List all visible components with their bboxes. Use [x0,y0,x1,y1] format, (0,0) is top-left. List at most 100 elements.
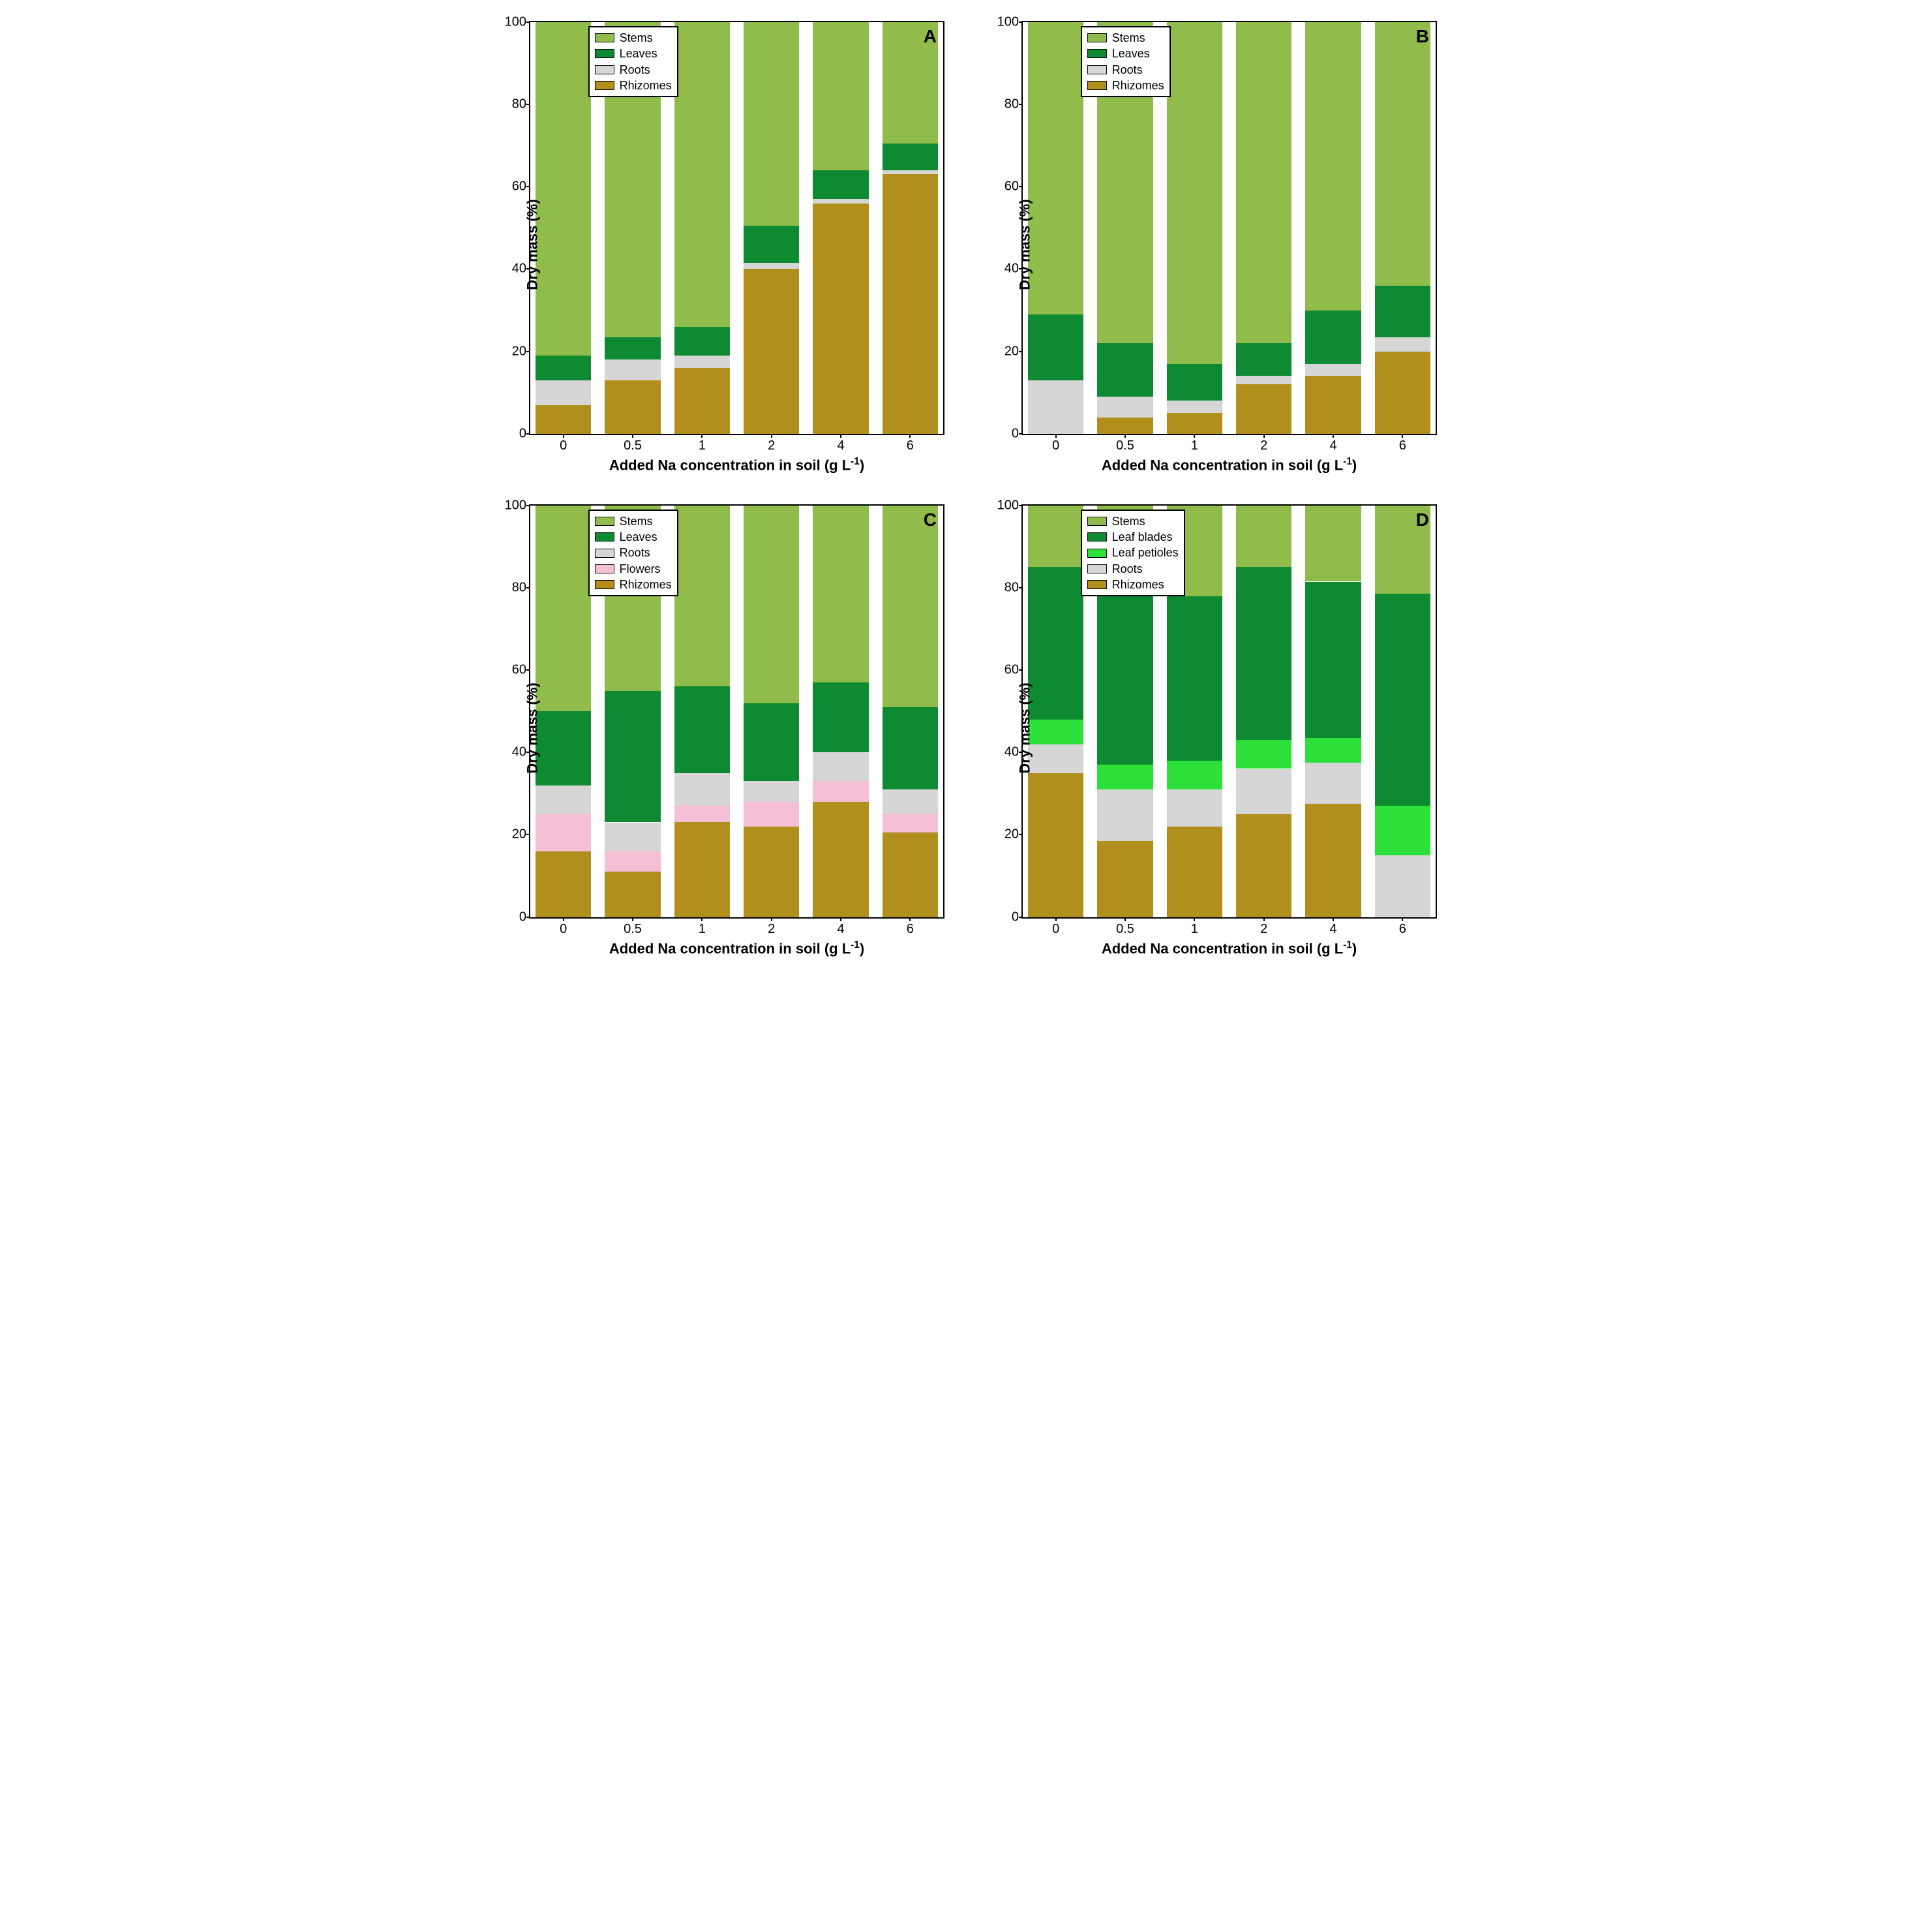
bar-segment-rhizomes [605,872,660,917]
legend-swatch [595,532,614,541]
bar-segment-leaves [883,144,938,170]
stacked-bar [1236,22,1291,434]
legend-label: Rhizomes [620,78,672,93]
stacked-bar [1028,22,1083,434]
legend-item: Rhizomes [1087,577,1179,592]
bar-segment-roots [1097,789,1153,841]
bar-segment-flowers [744,802,799,827]
y-tick-label: 60 [993,179,1019,194]
x-tick-label: 2 [768,438,775,453]
stacked-bar [1375,22,1430,434]
bar-segment-rhizomes [744,269,799,433]
bar-segment-roots [813,752,868,781]
bar-segment-roots [674,773,730,806]
bar-segment-leaves [536,356,591,380]
y-tick-label: 80 [993,97,1019,112]
legend-label: Flowers [620,561,661,577]
bar-segment-leaf-blades [1028,567,1083,719]
bar-segment-roots [1167,789,1222,827]
x-tick-label: 4 [1329,922,1336,937]
bar-segment-roots [536,380,591,405]
x-tick-mark [701,434,702,438]
x-axis-label: Added Na concentration in soil (g L-1) [529,456,944,474]
y-tick-label: 40 [500,745,526,760]
bar-segment-roots [674,356,730,368]
x-tick-label: 6 [1399,922,1406,937]
y-tick-label: 0 [500,909,526,924]
legend-swatch [595,564,614,573]
bar-segment-stems [813,22,868,170]
legend-label: Leaves [620,529,657,545]
x-tick-mark [632,434,633,438]
x-tick-mark [701,917,702,921]
bar-segment-roots [1167,401,1222,413]
legend-item: Stems [595,513,672,529]
y-tick-mark [526,22,530,23]
legend-item: Stems [1087,30,1164,46]
bar-segment-flowers [605,851,660,872]
legend-item: Roots [595,62,672,78]
x-tick-mark [909,434,911,438]
bar-segment-stems [744,506,799,703]
bar-segment-rhizomes [813,802,868,917]
x-tick-label: 6 [1399,438,1406,453]
legend-label: Stems [620,30,653,46]
stacked-bar [1028,506,1083,917]
y-tick-mark [1019,505,1023,506]
stacked-bar [813,506,868,917]
y-tick-mark [526,917,530,918]
panel-letter: C [924,510,937,530]
x-tick-label: 0 [1052,922,1059,937]
bar-segment-leaves [1305,311,1361,364]
y-tick-label: 60 [993,663,1019,678]
legend-label: Rhizomes [1112,577,1164,592]
stacked-bar [674,506,730,917]
y-tick-mark [1019,22,1023,23]
bar-segment-leaves [744,703,799,782]
legend-swatch [1087,33,1107,42]
legend-label: Leaf blades [1112,529,1173,545]
x-tick-label: 0.5 [624,438,642,453]
bar-segment-roots [605,823,660,851]
bar-segment-roots [536,785,591,814]
plot-area: 02040608010000.51246CStemsLeavesRootsFlo… [529,504,944,919]
bar-segment-stems [1305,22,1361,311]
bar-segment-roots [1375,337,1430,352]
bar-segment-leaves [744,226,799,263]
legend-item: Roots [1087,561,1179,577]
bar-segment-leaves [813,682,868,752]
bar-segment-rhizomes [536,405,591,434]
x-tick-label: 0 [560,922,567,937]
x-tick-label: 1 [1191,922,1198,937]
bar-segment-roots [1375,855,1430,917]
legend-label: Stems [620,513,653,529]
x-tick-label: 6 [907,922,914,937]
chart-grid: 02040608010000.51246AStemsLeavesRootsRhi… [483,13,1449,960]
legend-swatch [1087,580,1107,589]
panel-letter: D [1416,510,1429,530]
y-tick-label: 100 [993,15,1019,30]
bar-segment-leaves [605,691,660,823]
bar-segment-flowers [883,814,938,832]
legend-label: Roots [1112,561,1143,577]
legend-swatch [1087,517,1107,526]
y-tick-mark [526,505,530,506]
legend-label: Leaves [1112,46,1150,61]
y-tick-mark [1019,186,1023,187]
bar-segment-leaf-blades [1097,592,1153,765]
bar-segment-stems [1236,22,1291,343]
bar-segment-rhizomes [674,822,730,917]
y-tick-mark [1019,351,1023,352]
legend-item: Leaf petioles [1087,545,1179,560]
x-tick-label: 1 [699,922,706,937]
y-tick-label: 80 [500,97,526,112]
bar-segment-leaves [813,170,868,199]
legend-swatch [1087,549,1107,558]
plot-area: 02040608010000.51246AStemsLeavesRootsRhi… [529,21,944,435]
y-tick-label: 40 [500,262,526,277]
bar-segment-stems [1028,22,1083,314]
bar-segment-rhizomes [813,204,868,434]
bar-segment-stems [1028,506,1083,568]
y-tick-label: 20 [993,827,1019,842]
bar-segment-leaves [1236,343,1291,376]
